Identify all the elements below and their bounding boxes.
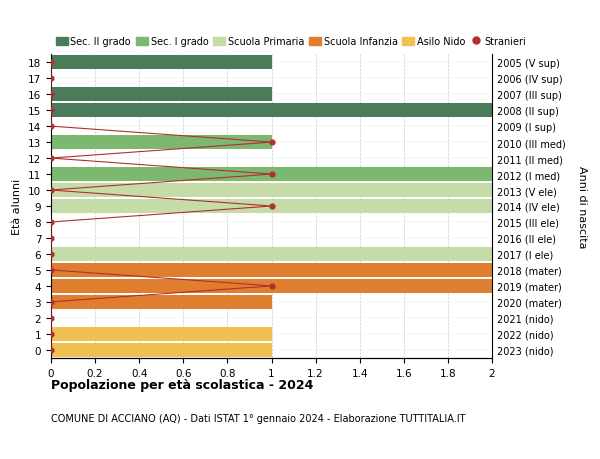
Bar <box>51 327 271 341</box>
Bar <box>51 200 492 213</box>
Bar <box>51 56 271 70</box>
Bar <box>51 184 492 197</box>
Bar <box>51 136 271 150</box>
Bar <box>51 263 492 277</box>
Bar <box>51 104 492 118</box>
Bar <box>51 296 271 309</box>
Y-axis label: Anni di nascita: Anni di nascita <box>577 165 587 248</box>
Y-axis label: Età alunni: Età alunni <box>13 179 22 235</box>
Bar <box>51 280 492 293</box>
Bar <box>51 247 492 261</box>
Text: COMUNE DI ACCIANO (AQ) - Dati ISTAT 1° gennaio 2024 - Elaborazione TUTTITALIA.IT: COMUNE DI ACCIANO (AQ) - Dati ISTAT 1° g… <box>51 413 466 423</box>
Bar <box>51 343 271 357</box>
Bar <box>51 88 271 102</box>
Bar <box>51 168 492 181</box>
Legend: Sec. II grado, Sec. I grado, Scuola Primaria, Scuola Infanzia, Asilo Nido, Stran: Sec. II grado, Sec. I grado, Scuola Prim… <box>56 37 527 47</box>
Text: Popolazione per età scolastica - 2024: Popolazione per età scolastica - 2024 <box>51 379 313 392</box>
